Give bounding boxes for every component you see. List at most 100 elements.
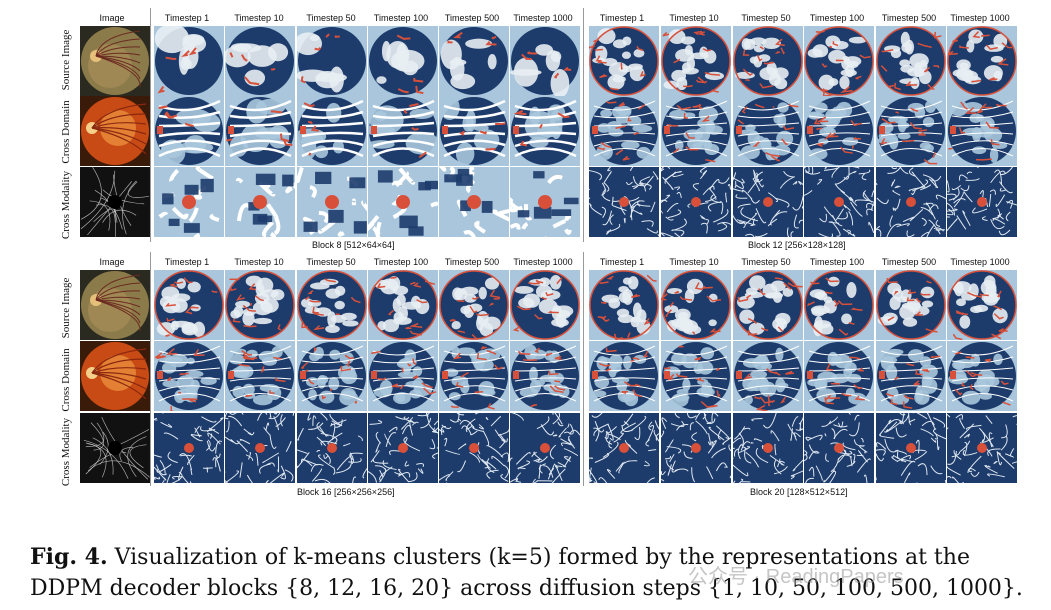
divider	[583, 8, 584, 242]
cluster-map	[733, 413, 803, 483]
cluster-map	[804, 413, 874, 483]
tab-timestep-1000: Timestep 1000	[513, 13, 573, 23]
cluster-map	[154, 96, 224, 166]
tab-timestep-50: Timestep 50	[741, 13, 791, 23]
cluster-map	[154, 167, 224, 237]
cluster-map	[225, 341, 295, 411]
tab-timestep-50: Timestep 50	[306, 13, 356, 23]
cluster-map	[804, 270, 874, 340]
cluster-map	[733, 96, 803, 166]
cluster-map	[225, 96, 295, 166]
cluster-map	[510, 26, 580, 96]
cluster-map	[297, 167, 367, 237]
cluster-map	[589, 270, 659, 340]
cluster-map	[804, 26, 874, 96]
tab-timestep-10: Timestep 10	[669, 257, 719, 267]
tab-timestep-10: Timestep 10	[669, 13, 719, 23]
tab-timestep-500: Timestep 500	[444, 13, 500, 23]
row-label-source-image: Source Image	[60, 277, 72, 339]
tab-timestep-500: Timestep 500	[444, 257, 500, 267]
tab-timestep-100: Timestep 100	[809, 257, 865, 267]
tab-timestep-100: Timestep 100	[809, 13, 865, 23]
cluster-map	[368, 26, 438, 96]
cluster-map	[661, 167, 731, 237]
cluster-map	[589, 96, 659, 166]
tab-timestep-1000: Timestep 1000	[950, 13, 1010, 23]
input-image	[80, 167, 150, 237]
cluster-map	[804, 96, 874, 166]
input-image	[80, 96, 150, 166]
row-label-cross-domain: Cross Domain	[60, 348, 72, 412]
figure-caption: Fig. 4. Visualization of k-means cluster…	[30, 542, 1040, 604]
cluster-map	[589, 167, 659, 237]
row-label-cross-modality: Cross Modality	[60, 170, 72, 240]
cluster-map	[297, 341, 367, 411]
tab-timestep-500: Timestep 500	[881, 257, 937, 267]
cluster-map	[589, 413, 659, 483]
cluster-map	[661, 413, 731, 483]
cluster-map	[876, 270, 946, 340]
caption-prefix: Fig. 4.	[30, 544, 108, 570]
cluster-map	[297, 26, 367, 96]
cluster-map	[154, 413, 224, 483]
divider	[583, 252, 584, 486]
cluster-map	[589, 26, 659, 96]
row-label-source-image: Source Image	[60, 29, 72, 91]
cluster-map	[733, 341, 803, 411]
cluster-map	[368, 413, 438, 483]
cluster-map	[225, 26, 295, 96]
cluster-map	[661, 341, 731, 411]
figure-bottom: Image Timestep 1 Timestep 10 Timestep 50…	[0, 250, 1051, 502]
block-20-label: Block 20 [128×512×512]	[750, 487, 848, 497]
tab-timestep-50: Timestep 50	[306, 257, 356, 267]
tab-timestep-1: Timestep 1	[599, 257, 645, 267]
cluster-map	[368, 270, 438, 340]
input-image	[80, 413, 150, 483]
cluster-map	[661, 26, 731, 96]
cluster-map	[876, 26, 946, 96]
tab-timestep-500: Timestep 500	[881, 13, 937, 23]
cluster-map	[804, 341, 874, 411]
cluster-map	[439, 96, 509, 166]
input-image	[80, 26, 150, 96]
cluster-map	[947, 26, 1017, 96]
cluster-map	[733, 167, 803, 237]
cluster-map	[154, 26, 224, 96]
cluster-map	[947, 96, 1017, 166]
figure-top: Image Timestep 1 Timestep 10 Timestep 50…	[0, 0, 1051, 252]
block-12-label: Block 12 [256×128×128]	[748, 240, 846, 250]
cluster-map	[510, 413, 580, 483]
cluster-map	[804, 167, 874, 237]
cluster-map	[439, 413, 509, 483]
input-image	[80, 341, 150, 411]
input-image	[80, 270, 150, 340]
cluster-map	[297, 413, 367, 483]
cluster-map	[661, 270, 731, 340]
row-label-cross-domain: Cross Domain	[60, 100, 72, 164]
cluster-map	[876, 96, 946, 166]
cluster-map	[225, 413, 295, 483]
cluster-map	[947, 270, 1017, 340]
cluster-map	[947, 341, 1017, 411]
block-8-label: Block 8 [512×64×64]	[312, 240, 395, 250]
tab-timestep-1: Timestep 1	[599, 13, 645, 23]
cluster-map	[439, 167, 509, 237]
cluster-map	[876, 341, 946, 411]
cluster-map	[510, 341, 580, 411]
cluster-map	[297, 96, 367, 166]
image-column-header: Image	[99, 13, 125, 23]
caption-text: Visualization of k-means clusters (k=5) …	[30, 545, 1023, 601]
cluster-map	[154, 341, 224, 411]
divider	[150, 8, 151, 242]
cluster-map	[876, 167, 946, 237]
tab-timestep-10: Timestep 10	[234, 13, 284, 23]
cluster-map	[225, 167, 295, 237]
cluster-map	[154, 270, 224, 340]
tab-timestep-10: Timestep 10	[234, 257, 284, 267]
cluster-map	[510, 167, 580, 237]
cluster-map	[947, 167, 1017, 237]
tab-timestep-100: Timestep 100	[373, 13, 429, 23]
tab-timestep-1: Timestep 1	[164, 257, 210, 267]
cluster-map	[439, 341, 509, 411]
cluster-map	[510, 96, 580, 166]
